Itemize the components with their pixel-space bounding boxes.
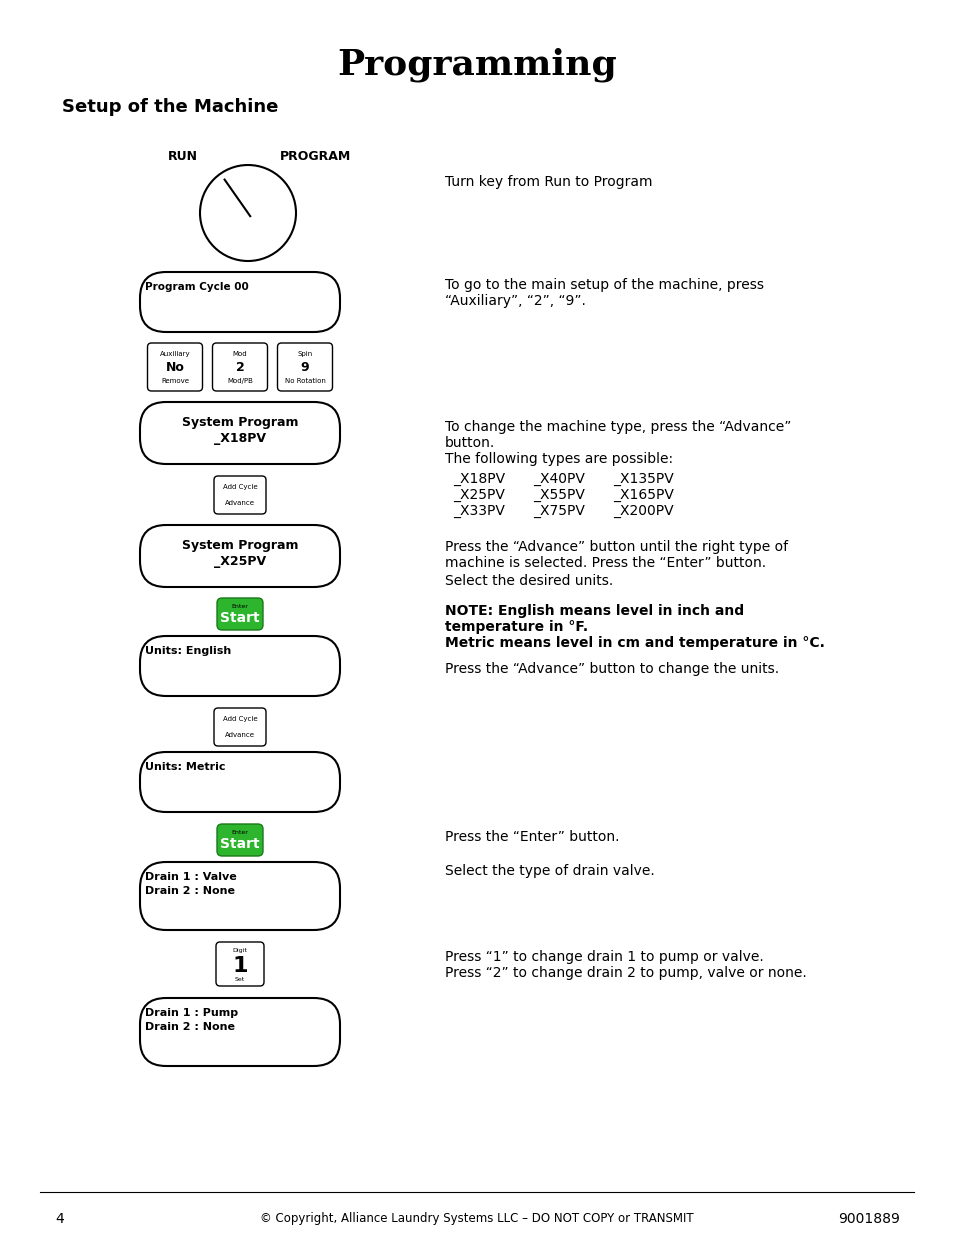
Text: Enter: Enter	[232, 830, 248, 835]
Text: _X33PV: _X33PV	[453, 504, 504, 517]
Text: Press the “Advance” button to change the units.: Press the “Advance” button to change the…	[444, 662, 779, 676]
Text: PROGRAM: PROGRAM	[280, 149, 352, 163]
Text: _X135PV: _X135PV	[613, 472, 673, 487]
Text: _X25PV: _X25PV	[213, 555, 266, 568]
Text: Start: Start	[220, 837, 259, 851]
Text: Units: English: Units: English	[145, 646, 231, 656]
Text: System Program: System Program	[182, 416, 298, 429]
Text: The following types are possible:: The following types are possible:	[444, 452, 673, 466]
Text: temperature in °F.: temperature in °F.	[444, 620, 587, 634]
FancyBboxPatch shape	[140, 998, 339, 1066]
FancyBboxPatch shape	[140, 636, 339, 697]
FancyBboxPatch shape	[140, 752, 339, 811]
Text: Units: Metric: Units: Metric	[145, 762, 225, 772]
Text: Drain 2 : None: Drain 2 : None	[145, 1023, 234, 1032]
Text: Metric means level in cm and temperature in °C.: Metric means level in cm and temperature…	[444, 636, 824, 650]
FancyBboxPatch shape	[215, 942, 264, 986]
Text: Start: Start	[220, 611, 259, 625]
Text: _X18PV: _X18PV	[213, 432, 266, 445]
Text: 1: 1	[232, 956, 248, 976]
Text: Programming: Programming	[336, 48, 617, 83]
Text: Program Cycle 00: Program Cycle 00	[145, 282, 249, 291]
FancyBboxPatch shape	[277, 343, 333, 391]
Text: _X18PV: _X18PV	[453, 472, 504, 487]
Text: NOTE: English means level in inch and: NOTE: English means level in inch and	[444, 604, 743, 618]
FancyBboxPatch shape	[140, 525, 339, 587]
Text: 9001889: 9001889	[838, 1212, 899, 1226]
Text: Add Cycle: Add Cycle	[222, 715, 257, 721]
FancyBboxPatch shape	[213, 475, 266, 514]
FancyBboxPatch shape	[216, 598, 263, 630]
Text: System Program: System Program	[182, 538, 298, 552]
Text: To go to the main setup of the machine, press: To go to the main setup of the machine, …	[444, 278, 763, 291]
Text: Press the “Enter” button.: Press the “Enter” button.	[444, 830, 618, 844]
Text: Press “1” to change drain 1 to pump or valve.: Press “1” to change drain 1 to pump or v…	[444, 950, 763, 965]
Text: _X25PV: _X25PV	[453, 488, 504, 501]
Text: Drain 2 : None: Drain 2 : None	[145, 885, 234, 897]
Text: Press the “Advance” button until the right type of: Press the “Advance” button until the rig…	[444, 540, 787, 555]
Text: _X55PV: _X55PV	[533, 488, 584, 501]
Text: Drain 1 : Pump: Drain 1 : Pump	[145, 1008, 238, 1018]
Text: Set: Set	[234, 977, 245, 982]
Text: 9: 9	[300, 362, 309, 374]
Text: © Copyright, Alliance Laundry Systems LLC – DO NOT COPY or TRANSMIT: © Copyright, Alliance Laundry Systems LL…	[260, 1212, 693, 1225]
Text: _X75PV: _X75PV	[533, 504, 584, 517]
Text: Add Cycle: Add Cycle	[222, 484, 257, 489]
Text: _X200PV: _X200PV	[613, 504, 673, 517]
FancyBboxPatch shape	[216, 824, 263, 856]
Text: Select the type of drain valve.: Select the type of drain valve.	[444, 864, 654, 878]
Text: Turn key from Run to Program: Turn key from Run to Program	[444, 175, 652, 189]
Text: Advance: Advance	[225, 500, 254, 506]
FancyBboxPatch shape	[140, 272, 339, 332]
Text: _X40PV: _X40PV	[533, 472, 584, 487]
Text: Auxiliary: Auxiliary	[159, 351, 190, 357]
Text: No Rotation: No Rotation	[284, 378, 325, 384]
Text: Spin: Spin	[297, 351, 313, 357]
FancyBboxPatch shape	[140, 403, 339, 464]
FancyBboxPatch shape	[140, 862, 339, 930]
Text: Mod: Mod	[233, 351, 247, 357]
Text: Setup of the Machine: Setup of the Machine	[62, 98, 278, 116]
Text: machine is selected. Press the “Enter” button.: machine is selected. Press the “Enter” b…	[444, 556, 765, 571]
Text: 2: 2	[235, 362, 244, 374]
FancyBboxPatch shape	[213, 343, 267, 391]
Text: No: No	[166, 362, 184, 374]
Text: Remove: Remove	[161, 378, 189, 384]
Text: _X165PV: _X165PV	[613, 488, 673, 501]
Text: To change the machine type, press the “Advance”: To change the machine type, press the “A…	[444, 420, 791, 433]
Text: button.: button.	[444, 436, 495, 450]
Text: RUN: RUN	[168, 149, 198, 163]
Text: “Auxiliary”, “2”, “9”.: “Auxiliary”, “2”, “9”.	[444, 294, 585, 308]
Text: Enter: Enter	[232, 604, 248, 609]
FancyBboxPatch shape	[148, 343, 202, 391]
Text: Mod/PB: Mod/PB	[227, 378, 253, 384]
FancyBboxPatch shape	[213, 708, 266, 746]
Text: Drain 1 : Valve: Drain 1 : Valve	[145, 872, 236, 882]
Text: Select the desired units.: Select the desired units.	[444, 574, 613, 588]
Text: Digit: Digit	[233, 948, 247, 953]
Text: Press “2” to change drain 2 to pump, valve or none.: Press “2” to change drain 2 to pump, val…	[444, 966, 806, 981]
Text: 4: 4	[55, 1212, 64, 1226]
Text: Advance: Advance	[225, 732, 254, 739]
